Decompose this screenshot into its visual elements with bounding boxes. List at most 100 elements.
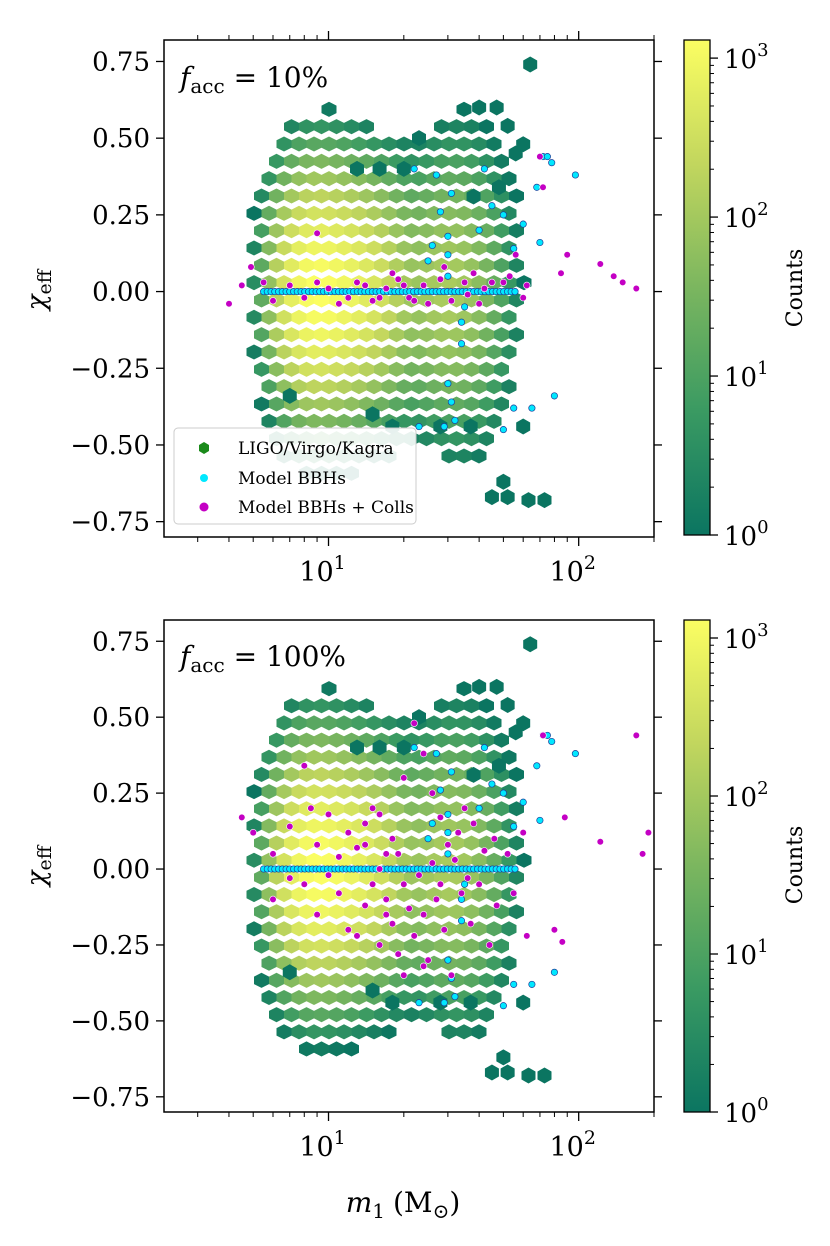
model-bbh-point: [447, 189, 455, 197]
hexbin-cell: [466, 766, 481, 783]
hexbin-cell: [419, 732, 434, 748]
y-tick-label: −0.50: [70, 1007, 150, 1037]
y-axis-ticks: 0.75 0.50 0.25 0.00 −0.25 −0.50 −0.75: [70, 627, 662, 1113]
hexbin-cell: [321, 240, 337, 256]
hexbin-cell: [254, 396, 269, 412]
hexbin-cell: [433, 994, 448, 1011]
hexbin-cell: [329, 1007, 344, 1023]
hexbin-cell: [471, 852, 487, 868]
hexbin-cell: [486, 309, 502, 325]
hexbin-cell: [276, 413, 292, 429]
hexbin-cell: [306, 990, 322, 1005]
model-bbh-point: [548, 737, 556, 746]
model-coll-point: [536, 153, 544, 161]
hexbin-cell: [449, 119, 464, 135]
hexbin-cell: [291, 784, 307, 800]
hexbin-cell: [351, 344, 367, 360]
hexbin-cell: [344, 938, 359, 954]
hexbin-cell: [372, 160, 387, 177]
hexbin-cell: [291, 715, 307, 731]
hexbin-cell: [456, 784, 472, 800]
hexbin-cell: [456, 101, 472, 117]
hexbin-cell: [509, 188, 524, 204]
model-coll-point: [313, 229, 321, 237]
hexbin-cell: [501, 955, 517, 971]
model-bbh-point: [444, 251, 452, 259]
hexbin-cell: [479, 972, 494, 988]
model-bbh-point: [415, 423, 423, 431]
hexbin-cell: [411, 344, 427, 360]
y-tick-label: 0.50: [92, 703, 150, 733]
hexbin-layer: [246, 636, 552, 1084]
hexbin-cell: [472, 99, 487, 116]
hexbin-cell: [351, 852, 367, 868]
y-tick-label: 0.50: [92, 124, 150, 154]
hexbin-cell: [523, 636, 538, 653]
hexbin-cell: [404, 869, 419, 885]
model-coll-point: [493, 901, 501, 910]
hexbin-cell: [404, 223, 419, 239]
hexbin-cell: [314, 257, 329, 273]
hexbin-cell: [434, 698, 449, 714]
hexbin-cell: [314, 361, 329, 377]
hexbin-cell: [404, 396, 419, 412]
hexbin-cell: [291, 171, 307, 187]
hexbin-cell: [329, 153, 344, 169]
hexbin-cell: [351, 715, 367, 731]
hexbin-cell: [486, 887, 502, 903]
hexbin-cell: [381, 715, 397, 731]
hexbin-cell: [359, 801, 374, 817]
model-coll-point: [610, 272, 618, 280]
hexbin-cell: [404, 938, 419, 954]
hexbin-cell: [261, 990, 277, 1005]
model-bbh-point: [519, 220, 527, 228]
hexbin-cell: [441, 818, 457, 834]
model-coll-point: [420, 962, 428, 970]
hexbin-cell: [329, 904, 344, 920]
hexbin-cell: [381, 205, 397, 221]
model-coll-point: [454, 828, 462, 837]
model-coll-point: [539, 183, 547, 191]
y-tick-label: −0.25: [70, 931, 150, 961]
x-tick-label: 102: [549, 552, 595, 588]
hexbin-cell: [351, 240, 367, 256]
hexbin-cell: [464, 257, 479, 273]
hexbin-cell: [441, 1024, 457, 1040]
model-coll-point: [480, 284, 489, 293]
hexbin-cell: [441, 205, 457, 221]
hexbin-cell: [246, 921, 262, 937]
hexbin-cell: [523, 56, 538, 73]
hexbin-cell: [276, 921, 292, 937]
model-coll-point: [394, 950, 402, 958]
model-coll-point: [539, 731, 547, 740]
hexbin-cell: [284, 188, 299, 204]
legend-item-model-bbhs: Model BBHs: [238, 469, 346, 489]
hexbin-cell: [291, 136, 307, 152]
hexbin-cell: [299, 835, 314, 851]
hexbin-cell: [411, 413, 427, 429]
hexbin-cell: [486, 413, 502, 429]
hexbin-cell: [329, 257, 344, 273]
hexbin-cell: [374, 766, 389, 782]
model-bbh-point: [436, 208, 444, 216]
hexbin-cell: [471, 448, 487, 464]
hexbin-cell: [276, 852, 292, 868]
model-bbh-point: [444, 956, 452, 964]
hexbin-cell: [344, 327, 359, 343]
hexbin-cell: [419, 327, 434, 343]
hexbin-cell: [509, 223, 524, 239]
colorbar-top: 100 101 102 103 Counts: [683, 39, 808, 552]
hexbin-cell: [254, 223, 269, 239]
hexbin-cell: [464, 801, 479, 817]
model-bbh-point: [511, 865, 519, 873]
hexbin-cell: [374, 327, 389, 343]
model-coll-point: [510, 889, 518, 897]
hexbin-cell: [344, 869, 359, 885]
model-bbhs-points: [410, 153, 579, 434]
hexbin-cell: [434, 938, 449, 954]
hexbin-cell: [508, 724, 523, 741]
hexbin-cell: [456, 448, 472, 464]
hexbin-cell: [456, 240, 472, 256]
hexbin-cell: [479, 327, 494, 343]
hexbin-cell: [366, 240, 382, 256]
